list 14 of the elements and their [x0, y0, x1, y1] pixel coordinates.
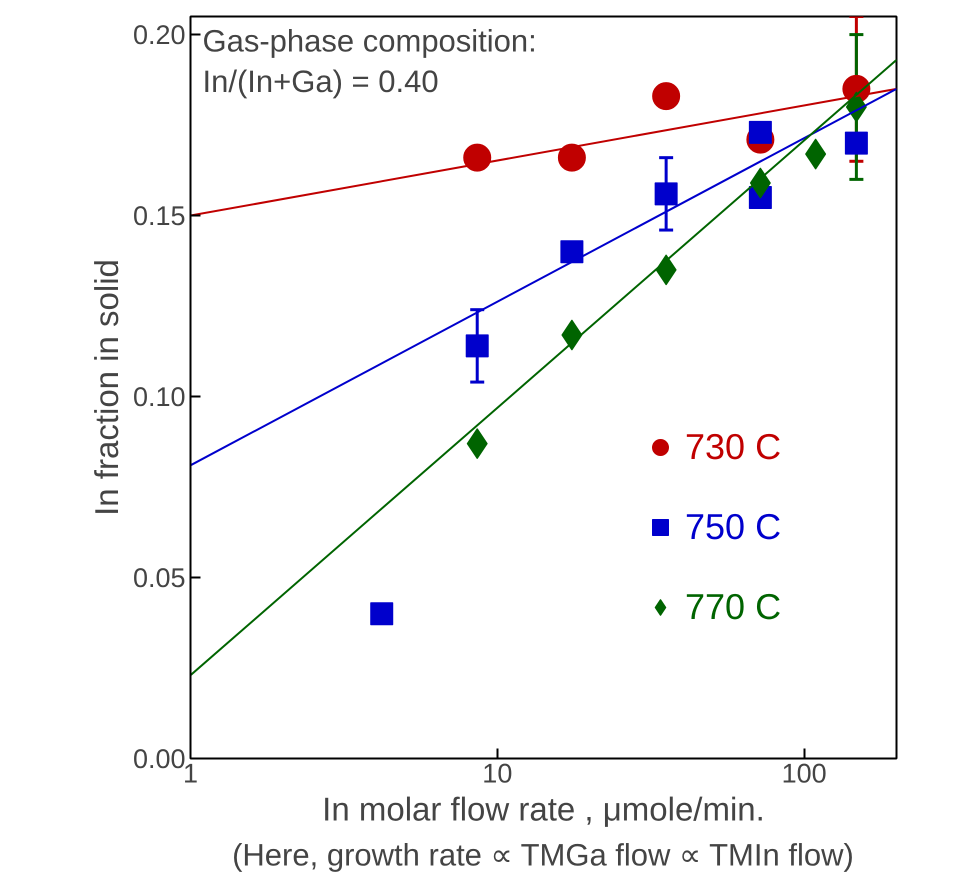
y-tick-label: 0.15 — [132, 201, 186, 232]
text: (Here, growth rate ∝ TMGa flow ∝ TMIn flow) — [232, 838, 854, 872]
annotation: Gas-phase composition: In/(In+Ga) = 0.40 — [202, 24, 537, 99]
y-axis-title: In fraction in solid — [88, 259, 125, 516]
y-tick-label: 0.05 — [132, 563, 186, 594]
y-tick-label: 0.10 — [132, 382, 186, 412]
legend-label: 770 C — [685, 586, 782, 628]
legend-label: 750 C — [685, 506, 782, 548]
x-tick-label: 100 — [782, 758, 827, 788]
x-tick-label: 10 — [482, 758, 512, 788]
y-tick-label: 0.20 — [132, 20, 186, 50]
legend-label: 730 C — [685, 426, 782, 468]
x-axis-title: In molar flow rate , μmole/min. — [322, 790, 765, 828]
y-tick-label: 0.00 — [132, 744, 186, 774]
